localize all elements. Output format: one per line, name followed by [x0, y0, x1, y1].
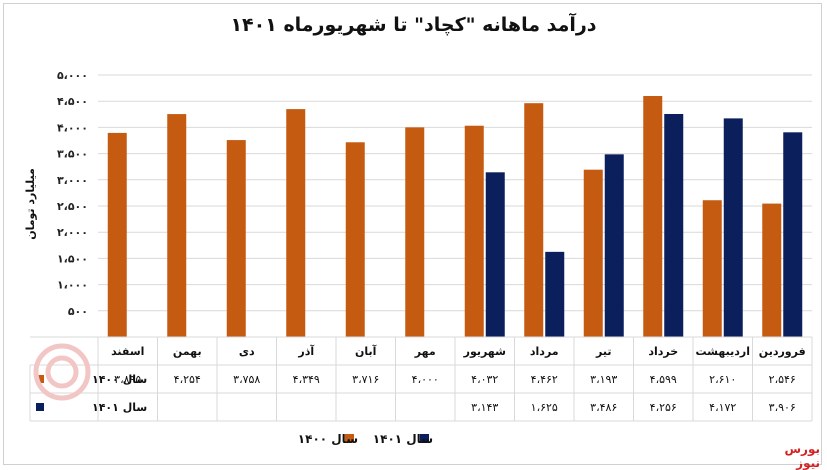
- bar-1400: [702, 200, 722, 337]
- category-label: مهر: [414, 345, 436, 358]
- category-label: آبان: [355, 344, 377, 358]
- data-label: ۳،۱۹۳: [590, 373, 617, 386]
- data-label: ۲،۶۱۰: [709, 373, 736, 386]
- data-label: ۳،۸۹۵: [114, 373, 141, 386]
- y-tick-label: ۳،۵۰۰: [57, 148, 88, 161]
- bar-1401: [723, 118, 743, 337]
- bar-1401: [485, 172, 505, 337]
- data-label: ۳،۷۵۸: [233, 373, 260, 386]
- data-label: ۳،۷۱۶: [352, 373, 379, 386]
- bar-1400: [405, 127, 425, 338]
- bar-1400: [762, 203, 782, 337]
- bar-1401: [545, 251, 565, 337]
- bar-1400: [167, 114, 187, 338]
- category-label: تیر: [595, 345, 611, 358]
- bar-1400: [107, 132, 127, 337]
- category-label: آذر: [297, 344, 314, 358]
- y-tick-label: ۴،۰۰۰: [57, 121, 88, 134]
- watermark-logo: [45, 355, 79, 389]
- category-label: خرداد: [648, 345, 678, 358]
- brand-logo-text: بورس نیوز: [784, 442, 821, 470]
- category-label: مرداد: [530, 345, 559, 358]
- bar-1400: [464, 125, 484, 337]
- legend-swatch-1401: [420, 434, 429, 443]
- table-series-name: سال ۱۴۰۱: [92, 401, 147, 414]
- bar-1401: [664, 113, 684, 338]
- category-label: بهمن: [173, 345, 202, 358]
- data-label: ۴،۵۹۹: [650, 373, 677, 386]
- data-label: ۳،۹۰۶: [769, 401, 796, 414]
- y-tick-label: ۱،۰۰۰: [57, 279, 88, 292]
- watermark-logo: [33, 343, 91, 401]
- bar-1400: [583, 169, 603, 337]
- data-label: ۴،۰۰۰: [412, 373, 439, 386]
- legend-label: سال ۱۴۰۱: [373, 432, 433, 446]
- category-label: اردیبهشت: [696, 345, 750, 358]
- data-label: ۳،۴۸۶: [590, 401, 617, 414]
- data-label: ۴،۲۵۴: [174, 373, 201, 386]
- y-tick-label: ۳،۰۰۰: [57, 174, 88, 187]
- bar-1400: [286, 109, 306, 337]
- data-label: ۴،۰۳۲: [471, 373, 498, 386]
- category-label: دی: [239, 345, 255, 358]
- data-label: ۴،۲۵۶: [650, 401, 677, 414]
- legend-label: سال ۱۴۰۰: [298, 432, 358, 446]
- data-label: ۲،۵۴۶: [769, 373, 796, 386]
- data-label: ۱،۶۲۵: [531, 401, 558, 414]
- y-tick-label: ۵۰۰: [68, 305, 88, 318]
- data-label: ۴،۱۷۲: [709, 401, 736, 414]
- table-legend-key: [36, 403, 44, 411]
- legend-swatch-1400: [345, 434, 354, 443]
- category-label: اسفند: [111, 345, 144, 358]
- bar-1400: [643, 96, 663, 338]
- category-label: شهریور: [463, 345, 506, 358]
- data-label: ۴،۴۶۲: [531, 373, 558, 386]
- bar-1400: [345, 142, 365, 337]
- chart-title: درآمد ماهانه "کچاد" تا شهریورماه ۱۴۰۱: [230, 14, 597, 36]
- bar-1401: [604, 154, 624, 337]
- table-legend-key: [36, 375, 44, 383]
- table-series-name: سال ۱۴۰۰: [92, 373, 147, 386]
- data-label: ۳،۱۴۳: [471, 401, 498, 414]
- bar-1400: [226, 140, 246, 337]
- y-tick-label: ۵،۰۰۰: [57, 69, 88, 82]
- chart-frame: [3, 3, 822, 465]
- category-label: فروردین: [759, 345, 806, 358]
- y-tick-label: ۱،۵۰۰: [57, 252, 88, 265]
- bar-1401: [783, 132, 803, 337]
- data-label: ۴،۳۴۹: [293, 373, 320, 386]
- y-tick-label: ۲،۰۰۰: [57, 226, 88, 239]
- y-tick-label: ۲،۵۰۰: [57, 200, 88, 213]
- y-tick-label: ۴،۵۰۰: [57, 95, 88, 108]
- bar-1400: [524, 103, 544, 338]
